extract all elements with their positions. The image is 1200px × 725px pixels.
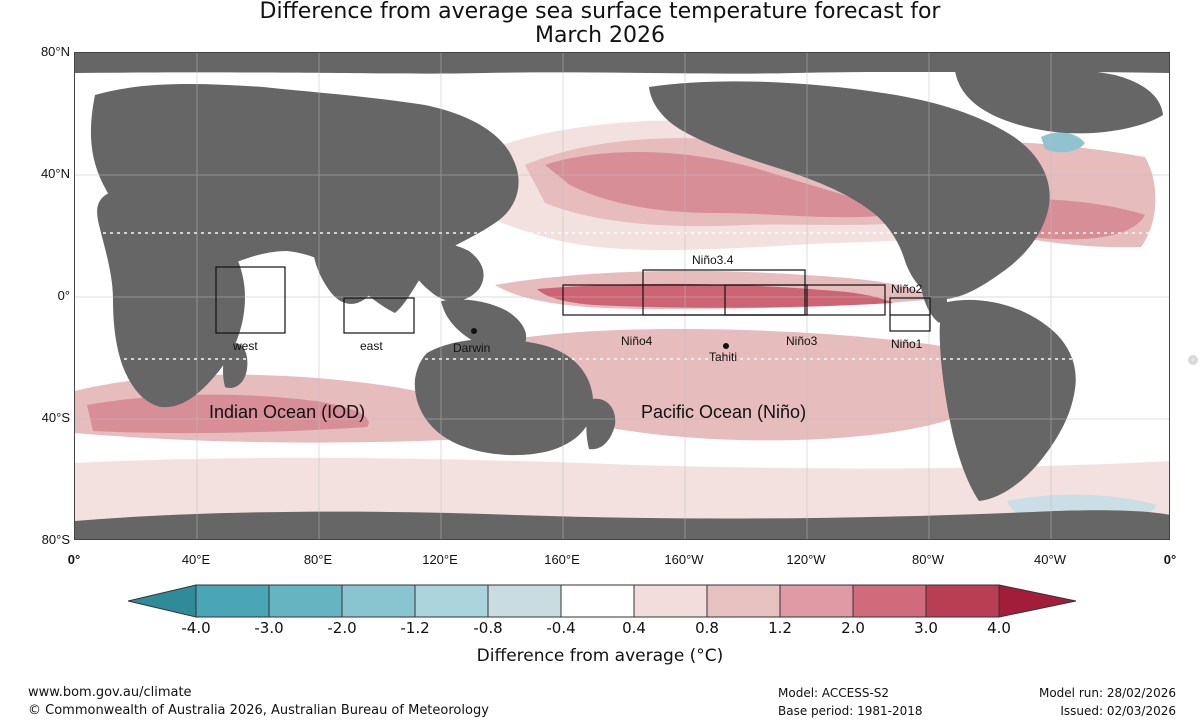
indian-ocean-label: Indian Ocean (IOD) xyxy=(209,402,366,422)
color-scale-bin-6 xyxy=(560,584,635,618)
arctic-land xyxy=(75,53,1169,74)
latitude-label-40s: 40°S xyxy=(41,410,70,425)
color-scale-tick-1: -4.0 xyxy=(181,619,211,637)
australia xyxy=(414,338,594,456)
color-scale-tick-8: 0.8 xyxy=(695,619,719,637)
footer-model-info: Model: ACCESS-S2 Base period: 1981-2018 xyxy=(778,684,923,720)
color-scale-label: Difference from average (°C) xyxy=(476,646,724,666)
longitude-label-80e: 80°E xyxy=(303,552,333,567)
color-scale-tick-10: 2.0 xyxy=(841,619,865,637)
greenland xyxy=(955,66,1163,134)
copyright-text: © Commonwealth of Australia 2026, Austra… xyxy=(28,703,489,718)
model-run-text: Model run: 28/02/2026 xyxy=(1038,686,1176,700)
maritime-continent xyxy=(441,299,527,352)
map-svg xyxy=(75,53,1169,539)
title-line-2: March 2026 xyxy=(534,23,666,48)
latitude-label-80s: 80°S xyxy=(41,532,70,547)
nino3-box xyxy=(724,284,886,316)
south-pacific-warm-outer xyxy=(504,328,992,441)
color-scale-bin-11 xyxy=(925,584,1000,618)
color-scale-bin-2 xyxy=(268,584,343,618)
website-text: www.bom.gov.au/climate xyxy=(28,685,192,700)
madagascar xyxy=(223,342,248,389)
longitude-label-120w: 120°W xyxy=(786,552,826,567)
longitude-label-160e: 160°E xyxy=(544,552,580,567)
color-scale-high-arrow xyxy=(998,584,1076,618)
color-scale-bin-9 xyxy=(779,584,854,618)
tahiti-label: Tahiti xyxy=(709,350,738,364)
color-scale-tick-7: 0.4 xyxy=(622,619,646,637)
color-scale-tick-2: -3.0 xyxy=(254,619,284,637)
nino2-label: Niño2 xyxy=(891,282,923,296)
color-scale-tick-6: -0.4 xyxy=(546,619,576,637)
longitude-label-0-right: 0° xyxy=(1163,552,1177,567)
map-grid xyxy=(75,53,1169,539)
footer-run-info: Model run: 28/02/2026 Issued: 02/03/2026 xyxy=(1039,684,1176,720)
longitude-label-40w: 40°W xyxy=(1034,552,1066,567)
chevron-right-icon[interactable]: › xyxy=(1188,355,1198,365)
color-scale-tick-3: -2.0 xyxy=(327,619,357,637)
longitude-label-80w: 80°W xyxy=(912,552,944,567)
sea-surface-temperature-map: Niño3.4 Niño4 Niño3 Niño2 Niño1 west eas… xyxy=(74,52,1170,540)
color-scale-tick-4: -1.2 xyxy=(400,619,430,637)
east-label: east xyxy=(360,339,383,353)
color-scale-bin-7 xyxy=(633,584,708,618)
color-scale-bin-1 xyxy=(195,584,270,618)
color-scale-tick-9: 1.2 xyxy=(768,619,792,637)
africa xyxy=(97,190,245,408)
color-scale-bin-4 xyxy=(414,584,489,618)
central-america xyxy=(917,263,947,323)
new-zealand xyxy=(586,398,616,450)
darwin-label: Darwin xyxy=(453,341,491,355)
nino34-box xyxy=(642,269,806,316)
longitude-label-160w: 160°W xyxy=(664,552,704,567)
latitude-label-0: 0° xyxy=(57,288,70,303)
india xyxy=(312,233,383,304)
base-period-text: Base period: 1981-2018 xyxy=(778,704,923,718)
color-scale-tick-5: -0.8 xyxy=(473,619,503,637)
color-scale-bin-10 xyxy=(852,584,927,618)
longitude-label-120e: 120°E xyxy=(422,552,458,567)
east-region-box xyxy=(343,297,415,334)
north-pacific-warm-max xyxy=(545,152,893,218)
color-scale-tick-11: 3.0 xyxy=(914,619,938,637)
nino4-label: Niño4 xyxy=(621,334,653,348)
equatorial-pacific-warm-max xyxy=(537,283,893,308)
nino3-label: Niño3 xyxy=(786,334,818,348)
darwin-dot-icon xyxy=(471,328,477,334)
nino34-label: Niño3.4 xyxy=(692,253,734,267)
color-scale-low-arrow xyxy=(128,584,197,618)
longitude-label-40e: 40°E xyxy=(181,552,211,567)
color-scale xyxy=(128,584,1076,618)
pacific-ocean-label: Pacific Ocean (Niño) xyxy=(641,402,807,422)
model-text: Model: ACCESS-S2 xyxy=(778,686,890,700)
title-line-1: Difference from average sea surface temp… xyxy=(259,0,941,24)
page-title: Difference from average sea surface temp… xyxy=(180,0,1020,48)
issued-text: Issued: 02/03/2026 xyxy=(1060,704,1176,718)
west-region-box xyxy=(215,266,286,334)
west-label: west xyxy=(233,339,258,353)
color-scale-bin-5 xyxy=(487,584,562,618)
southeast-asia xyxy=(395,240,484,302)
tahiti-dot-icon xyxy=(723,343,729,349)
latitude-label-80n: 80°N xyxy=(40,44,70,59)
nino1-label: Niño1 xyxy=(891,337,923,351)
footer-left: www.bom.gov.au/climate © Commonwealth of… xyxy=(28,684,489,720)
color-scale-tick-12: 4.0 xyxy=(987,619,1011,637)
latitude-label-40n: 40°N xyxy=(40,166,70,181)
south-america xyxy=(939,299,1076,501)
color-scale-bin-3 xyxy=(341,584,416,618)
color-scale-bin-8 xyxy=(706,584,781,618)
longitude-label-0-left: 0° xyxy=(67,552,81,567)
antarctica xyxy=(75,510,1169,539)
north-america xyxy=(649,81,1050,300)
north-atlantic-cool xyxy=(1041,132,1085,153)
